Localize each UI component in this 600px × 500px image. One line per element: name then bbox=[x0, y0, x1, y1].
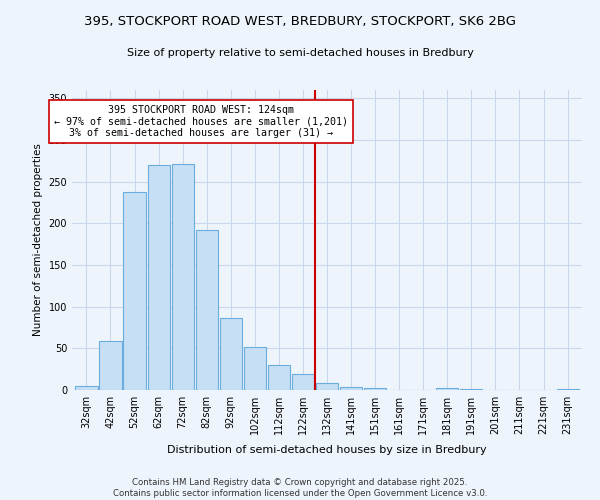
Bar bbox=[220, 318, 242, 390]
X-axis label: Distribution of semi-detached houses by size in Bredbury: Distribution of semi-detached houses by … bbox=[167, 446, 487, 456]
Text: Contains HM Land Registry data © Crown copyright and database right 2025.
Contai: Contains HM Land Registry data © Crown c… bbox=[113, 478, 487, 498]
Bar bbox=[244, 346, 266, 390]
Bar bbox=[364, 388, 386, 390]
Bar bbox=[292, 374, 314, 390]
Bar bbox=[172, 164, 194, 390]
Bar bbox=[76, 386, 98, 390]
Bar bbox=[124, 192, 146, 390]
Text: 395, STOCKPORT ROAD WEST, BREDBURY, STOCKPORT, SK6 2BG: 395, STOCKPORT ROAD WEST, BREDBURY, STOC… bbox=[84, 15, 516, 28]
Bar bbox=[436, 388, 458, 390]
Bar bbox=[148, 165, 170, 390]
Bar bbox=[557, 389, 578, 390]
Bar bbox=[268, 365, 290, 390]
Bar bbox=[340, 386, 362, 390]
Bar bbox=[460, 389, 482, 390]
Bar bbox=[100, 341, 122, 390]
Text: Size of property relative to semi-detached houses in Bredbury: Size of property relative to semi-detach… bbox=[127, 48, 473, 58]
Bar bbox=[196, 230, 218, 390]
Text: 395 STOCKPORT ROAD WEST: 124sqm
← 97% of semi-detached houses are smaller (1,201: 395 STOCKPORT ROAD WEST: 124sqm ← 97% of… bbox=[54, 105, 348, 138]
Bar bbox=[316, 382, 338, 390]
Y-axis label: Number of semi-detached properties: Number of semi-detached properties bbox=[33, 144, 43, 336]
